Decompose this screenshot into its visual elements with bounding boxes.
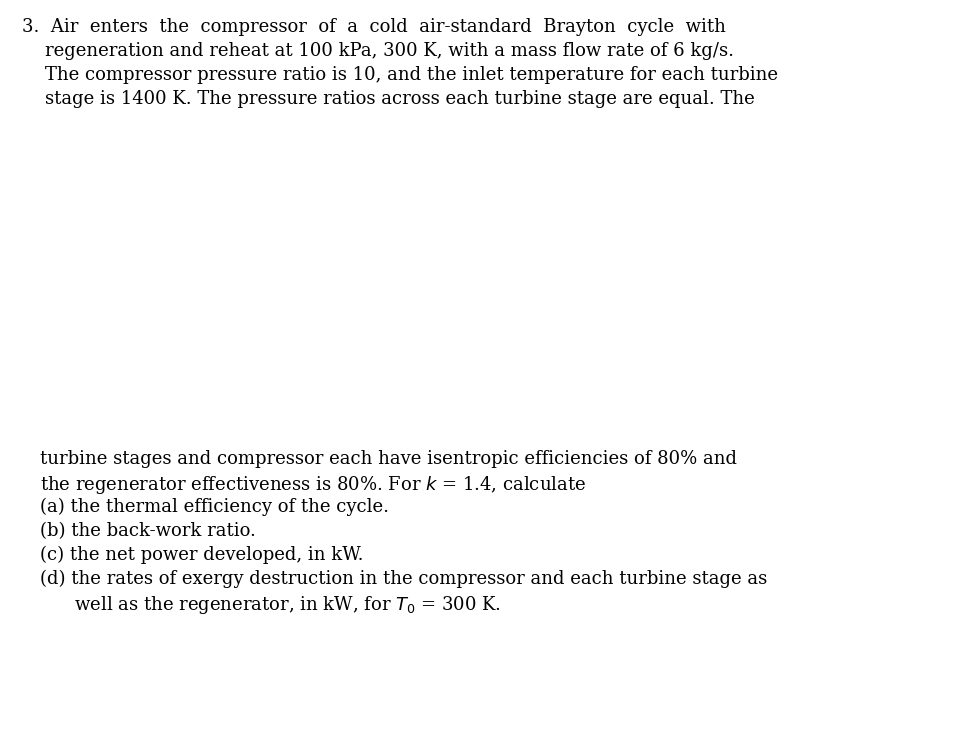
Text: well as the regenerator, in kW, for $T_0$ = 300 K.: well as the regenerator, in kW, for $T_0…: [40, 594, 501, 616]
Text: (a) the thermal efficiency of the cycle.: (a) the thermal efficiency of the cycle.: [40, 498, 389, 516]
Text: (c) the net power developed, in kW.: (c) the net power developed, in kW.: [40, 546, 363, 564]
Text: regeneration and reheat at 100 kPa, 300 K, with a mass flow rate of 6 kg/s.: regeneration and reheat at 100 kPa, 300 …: [22, 42, 734, 60]
Text: stage is 1400 K. The pressure ratios across each turbine stage are equal. The: stage is 1400 K. The pressure ratios acr…: [22, 90, 755, 108]
Text: the regenerator effectiveness is 80%. For $k$ = 1.4, calculate: the regenerator effectiveness is 80%. Fo…: [40, 474, 586, 496]
Text: The compressor pressure ratio is 10, and the inlet temperature for each turbine: The compressor pressure ratio is 10, and…: [22, 66, 778, 84]
Text: turbine stages and compressor each have isentropic efficiencies of 80% and: turbine stages and compressor each have …: [40, 450, 737, 468]
Text: (b) the back-work ratio.: (b) the back-work ratio.: [40, 522, 256, 540]
Text: 3.  Air  enters  the  compressor  of  a  cold  air-standard  Brayton  cycle  wit: 3. Air enters the compressor of a cold a…: [22, 18, 726, 36]
Text: (d) the rates of exergy destruction in the compressor and each turbine stage as: (d) the rates of exergy destruction in t…: [40, 570, 768, 588]
